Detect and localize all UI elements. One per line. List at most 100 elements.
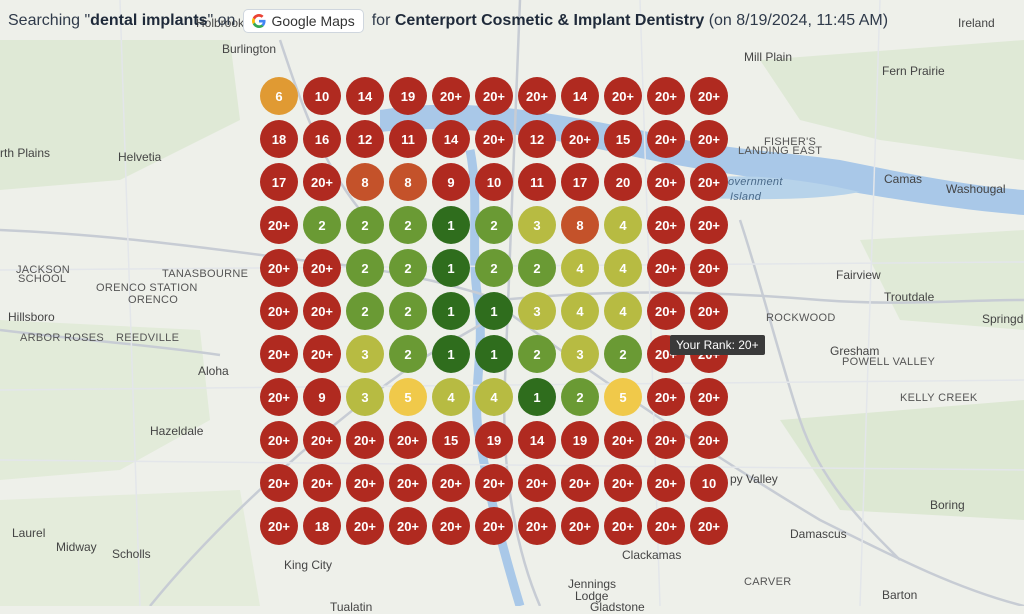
rank-pin[interactable]: 20+ bbox=[518, 77, 556, 115]
rank-pin[interactable]: 11 bbox=[518, 163, 556, 201]
rank-pin[interactable]: 9 bbox=[303, 378, 341, 416]
rank-pin[interactable]: 20+ bbox=[647, 421, 685, 459]
rank-pin[interactable]: 4 bbox=[604, 206, 642, 244]
rank-pin[interactable]: 20+ bbox=[690, 292, 728, 330]
rank-pin[interactable]: 20+ bbox=[561, 120, 599, 158]
google-maps-chip[interactable]: Google Maps bbox=[243, 9, 364, 33]
rank-pin[interactable]: 2 bbox=[561, 378, 599, 416]
rank-pin[interactable]: 20+ bbox=[604, 507, 642, 545]
rank-pin[interactable]: 12 bbox=[346, 120, 384, 158]
rank-pin[interactable]: 19 bbox=[561, 421, 599, 459]
rank-pin[interactable]: 20+ bbox=[303, 335, 341, 373]
rank-pin[interactable]: 20 bbox=[604, 163, 642, 201]
rank-pin[interactable]: 19 bbox=[389, 77, 427, 115]
rank-pin[interactable]: 4 bbox=[561, 292, 599, 330]
rank-pin[interactable]: 1 bbox=[475, 335, 513, 373]
rank-pin[interactable]: 11 bbox=[389, 120, 427, 158]
rank-pin[interactable]: 20+ bbox=[303, 163, 341, 201]
rank-pin[interactable]: 20+ bbox=[303, 292, 341, 330]
rank-pin[interactable]: 4 bbox=[604, 249, 642, 287]
rank-pin[interactable]: 20+ bbox=[561, 464, 599, 502]
rank-pin[interactable]: 20+ bbox=[260, 464, 298, 502]
rank-pin[interactable]: 8 bbox=[346, 163, 384, 201]
rank-pin[interactable]: 14 bbox=[561, 77, 599, 115]
rank-pin[interactable]: 20+ bbox=[561, 507, 599, 545]
rank-pin[interactable]: 20+ bbox=[604, 421, 642, 459]
rank-pin[interactable]: 20+ bbox=[690, 249, 728, 287]
rank-pin[interactable]: 9 bbox=[432, 163, 470, 201]
rank-pin[interactable]: 2 bbox=[475, 249, 513, 287]
rank-pin[interactable]: 10 bbox=[303, 77, 341, 115]
rank-pin[interactable]: 20+ bbox=[260, 335, 298, 373]
rank-pin[interactable]: 1 bbox=[518, 378, 556, 416]
rank-pin[interactable]: 20+ bbox=[647, 206, 685, 244]
rank-pin[interactable]: 20+ bbox=[647, 77, 685, 115]
rank-pin[interactable]: 3 bbox=[346, 378, 384, 416]
rank-pin[interactable]: 20+ bbox=[647, 249, 685, 287]
rank-pin[interactable]: 20+ bbox=[647, 292, 685, 330]
rank-pin[interactable]: 20+ bbox=[303, 249, 341, 287]
rank-pin[interactable]: 2 bbox=[604, 335, 642, 373]
rank-pin[interactable]: 20+ bbox=[260, 378, 298, 416]
rank-pin[interactable]: 19 bbox=[475, 421, 513, 459]
rank-pin[interactable]: 4 bbox=[561, 249, 599, 287]
rank-pin[interactable]: 14 bbox=[346, 77, 384, 115]
rank-pin[interactable]: 20+ bbox=[604, 464, 642, 502]
rank-pin[interactable]: 20+ bbox=[647, 163, 685, 201]
rank-pin[interactable]: 3 bbox=[561, 335, 599, 373]
rank-pin[interactable]: 3 bbox=[518, 292, 556, 330]
rank-pin[interactable]: 20+ bbox=[647, 378, 685, 416]
rank-pin[interactable]: 2 bbox=[389, 249, 427, 287]
rank-pin[interactable]: 20+ bbox=[518, 507, 556, 545]
rank-pin[interactable]: 2 bbox=[475, 206, 513, 244]
rank-pin[interactable]: 20+ bbox=[475, 120, 513, 158]
rank-pin[interactable]: 20+ bbox=[432, 77, 470, 115]
rank-pin[interactable]: 20+ bbox=[690, 120, 728, 158]
rank-pin[interactable]: 20+ bbox=[260, 249, 298, 287]
rank-pin[interactable]: 17 bbox=[260, 163, 298, 201]
rank-pin[interactable]: 20+ bbox=[475, 77, 513, 115]
rank-pin[interactable]: 10 bbox=[475, 163, 513, 201]
rank-pin[interactable]: 20+ bbox=[690, 421, 728, 459]
rank-pin[interactable]: 2 bbox=[346, 206, 384, 244]
rank-pin[interactable]: 1 bbox=[432, 335, 470, 373]
rank-pin[interactable]: 10 bbox=[690, 464, 728, 502]
rank-pin[interactable]: 20+ bbox=[432, 464, 470, 502]
rank-pin[interactable]: 20+ bbox=[604, 77, 642, 115]
rank-pin[interactable]: 3 bbox=[518, 206, 556, 244]
rank-pin[interactable]: 2 bbox=[389, 206, 427, 244]
rank-pin[interactable]: 20+ bbox=[690, 77, 728, 115]
rank-pin[interactable]: 6 bbox=[260, 77, 298, 115]
rank-pin[interactable]: 2 bbox=[303, 206, 341, 244]
rank-pin[interactable]: 1 bbox=[475, 292, 513, 330]
rank-pin[interactable]: 3 bbox=[346, 335, 384, 373]
rank-pin[interactable]: 20+ bbox=[389, 464, 427, 502]
rank-pin[interactable]: 20+ bbox=[346, 507, 384, 545]
rank-pin[interactable]: 2 bbox=[389, 292, 427, 330]
rank-pin[interactable]: 18 bbox=[303, 507, 341, 545]
rank-pin[interactable]: 20+ bbox=[389, 507, 427, 545]
rank-pin[interactable]: 1 bbox=[432, 249, 470, 287]
rank-pin[interactable]: 20+ bbox=[518, 464, 556, 502]
rank-pin[interactable]: 20+ bbox=[260, 292, 298, 330]
rank-pin[interactable]: 20+ bbox=[690, 163, 728, 201]
rank-pin[interactable]: 1 bbox=[432, 292, 470, 330]
rank-pin[interactable]: 20+ bbox=[346, 421, 384, 459]
rank-pin[interactable]: 20+ bbox=[432, 507, 470, 545]
rank-pin[interactable]: 4 bbox=[432, 378, 470, 416]
rank-pin[interactable]: 14 bbox=[432, 120, 470, 158]
rank-pin[interactable]: 20+ bbox=[647, 507, 685, 545]
rank-pin[interactable]: 20+ bbox=[690, 378, 728, 416]
rank-pin[interactable]: 8 bbox=[389, 163, 427, 201]
rank-pin[interactable]: 15 bbox=[432, 421, 470, 459]
rank-pin[interactable]: 20+ bbox=[260, 421, 298, 459]
rank-pin[interactable]: 20+ bbox=[303, 421, 341, 459]
rank-pin[interactable]: 4 bbox=[604, 292, 642, 330]
rank-pin[interactable]: 20+ bbox=[475, 507, 513, 545]
rank-pin[interactable]: 16 bbox=[303, 120, 341, 158]
rank-pin[interactable]: 8 bbox=[561, 206, 599, 244]
rank-pin[interactable]: 20+ bbox=[389, 421, 427, 459]
rank-pin[interactable]: 20+ bbox=[647, 120, 685, 158]
rank-pin[interactable]: 4 bbox=[475, 378, 513, 416]
rank-pin[interactable]: 20+ bbox=[303, 464, 341, 502]
